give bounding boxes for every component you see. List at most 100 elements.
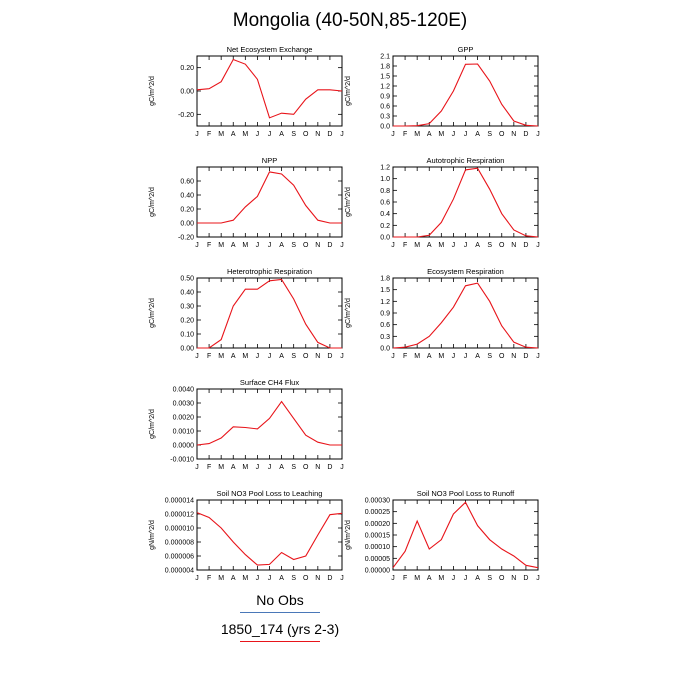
y-tick-label: 0.2 bbox=[380, 223, 390, 230]
plot-frame bbox=[392, 499, 539, 571]
x-tick-label: S bbox=[487, 575, 492, 582]
x-tick-label: M bbox=[218, 242, 224, 249]
x-tick-label: A bbox=[427, 131, 432, 138]
x-tick-label: J bbox=[464, 242, 468, 249]
series-line bbox=[196, 58, 343, 119]
y-tick-label: 0.00 bbox=[180, 89, 194, 96]
y-tick-label: 0.000006 bbox=[165, 554, 194, 561]
y-tick-label: -0.0010 bbox=[170, 457, 194, 464]
y-axis-label: gC/m^2/d bbox=[149, 76, 156, 106]
x-tick-label: M bbox=[218, 353, 224, 360]
x-tick-label: J bbox=[195, 575, 199, 582]
x-tick-label: M bbox=[438, 131, 444, 138]
legend-label-obs: No Obs bbox=[256, 592, 304, 608]
x-tick-label: J bbox=[464, 131, 468, 138]
x-tick-label: J bbox=[256, 464, 260, 471]
y-tick-label: 0.40 bbox=[180, 193, 194, 200]
x-tick-label: J bbox=[536, 575, 540, 582]
x-tick-label: D bbox=[327, 575, 332, 582]
x-tick-label: D bbox=[327, 353, 332, 360]
plot-frame bbox=[196, 499, 343, 571]
y-tick-label: 0.000008 bbox=[165, 540, 194, 547]
plot-frame bbox=[196, 388, 343, 460]
plot-frame bbox=[196, 55, 343, 127]
x-tick-label: N bbox=[315, 242, 320, 249]
plot-frame bbox=[196, 277, 343, 349]
y-tick-label: 0.20 bbox=[180, 207, 194, 214]
x-tick-label: A bbox=[475, 131, 480, 138]
x-tick-label: D bbox=[523, 353, 528, 360]
y-tick-label: 0.000004 bbox=[165, 568, 194, 575]
chart-panel-4: Heterotrophic Respiration gC/m^2/d 0.00 0.1… bbox=[149, 267, 344, 360]
y-tick-label: 0.6 bbox=[380, 104, 390, 111]
x-tick-label: M bbox=[242, 575, 248, 582]
x-tick-label: J bbox=[256, 242, 260, 249]
x-tick-label: M bbox=[414, 353, 420, 360]
panel-title: Heterotrophic Respiration bbox=[227, 267, 312, 276]
x-tick-label: A bbox=[279, 353, 284, 360]
x-tick-label: A bbox=[427, 242, 432, 249]
y-tick-label: 0.0020 bbox=[173, 415, 195, 422]
y-tick-label: 1.8 bbox=[380, 64, 390, 71]
x-tick-label: D bbox=[523, 575, 528, 582]
x-tick-label: A bbox=[279, 575, 284, 582]
series-line bbox=[196, 512, 343, 566]
y-tick-label: 1.2 bbox=[380, 165, 390, 172]
y-tick-label: 0.0040 bbox=[173, 387, 195, 394]
x-tick-label: J bbox=[268, 242, 272, 249]
y-tick-label: 0.60 bbox=[180, 179, 194, 186]
x-tick-label: N bbox=[511, 353, 516, 360]
x-tick-label: S bbox=[291, 464, 296, 471]
x-tick-label: A bbox=[279, 131, 284, 138]
x-tick-label: F bbox=[207, 353, 211, 360]
plot-frame bbox=[392, 55, 539, 127]
series-line bbox=[392, 282, 539, 349]
x-tick-label: J bbox=[464, 575, 468, 582]
y-tick-label: 0.0010 bbox=[173, 429, 195, 436]
x-tick-label: A bbox=[231, 131, 236, 138]
x-tick-label: J bbox=[340, 464, 344, 471]
y-tick-label: 1.0 bbox=[380, 176, 390, 183]
y-tick-label: 0.0000 bbox=[173, 443, 195, 450]
x-tick-label: J bbox=[340, 575, 344, 582]
x-tick-label: N bbox=[315, 131, 320, 138]
x-tick-label: J bbox=[268, 131, 272, 138]
x-tick-label: F bbox=[403, 353, 407, 360]
x-tick-label: S bbox=[487, 353, 492, 360]
y-axis-label: gC/m^2/d bbox=[345, 298, 352, 328]
x-tick-label: J bbox=[195, 131, 199, 138]
x-tick-label: M bbox=[414, 575, 420, 582]
chart-panel-3: Autotrophic Respiration gC/m^2/d 0.0 0.2 0.4… bbox=[345, 156, 540, 249]
y-tick-label: 0.6 bbox=[380, 200, 390, 207]
y-tick-label: 0.000010 bbox=[165, 526, 194, 533]
plot-frame bbox=[392, 277, 539, 349]
y-tick-label: 0.4 bbox=[380, 211, 390, 218]
x-tick-label: N bbox=[315, 353, 320, 360]
series-line bbox=[393, 167, 539, 238]
x-tick-label: F bbox=[403, 131, 407, 138]
y-tick-label: 0.00 bbox=[180, 221, 194, 228]
x-tick-label: M bbox=[438, 242, 444, 249]
x-tick-label: J bbox=[391, 575, 395, 582]
y-tick-label: 0.9 bbox=[380, 94, 390, 101]
x-tick-label: D bbox=[327, 242, 332, 249]
x-tick-label: A bbox=[475, 353, 480, 360]
x-tick-label: J bbox=[256, 353, 260, 360]
x-tick-label: A bbox=[475, 242, 480, 249]
series-line bbox=[197, 278, 342, 349]
y-tick-label: 0.00030 bbox=[365, 498, 390, 505]
y-tick-label: 1.5 bbox=[380, 287, 390, 294]
x-tick-label: J bbox=[536, 353, 540, 360]
x-tick-label: O bbox=[499, 353, 505, 360]
y-tick-label: 0.20 bbox=[180, 318, 194, 325]
x-tick-label: M bbox=[218, 131, 224, 138]
x-tick-label: S bbox=[487, 242, 492, 249]
y-tick-label: 0.20 bbox=[180, 65, 194, 72]
x-tick-label: J bbox=[268, 353, 272, 360]
x-tick-label: S bbox=[291, 242, 296, 249]
x-tick-label: J bbox=[256, 575, 260, 582]
y-tick-label: 1.2 bbox=[380, 299, 390, 306]
y-axis-label: gC/m^2/d bbox=[345, 76, 352, 106]
x-tick-label: M bbox=[242, 242, 248, 249]
